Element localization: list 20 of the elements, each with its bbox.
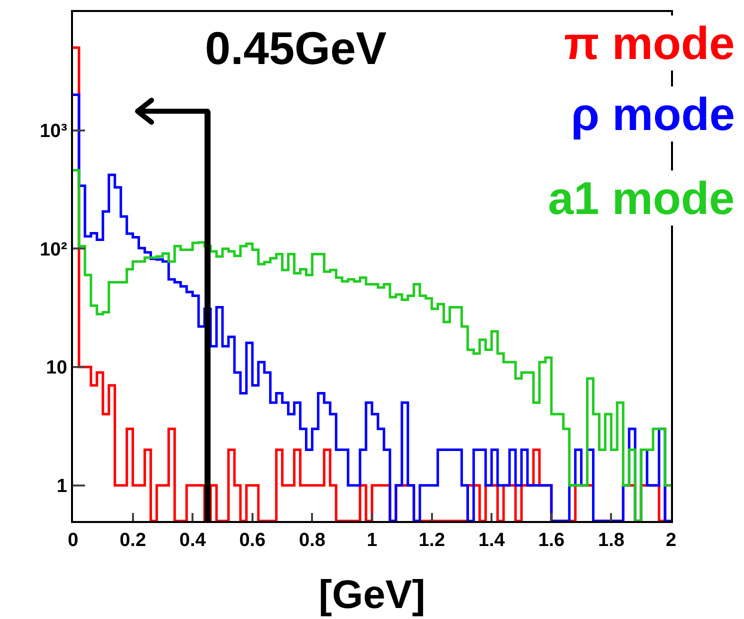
text: a1 mode: [548, 172, 735, 224]
x-tick-label: 1: [366, 530, 378, 551]
ref-line-label: 0.45GeV: [205, 22, 387, 74]
x-tick-label: 0: [68, 530, 78, 551]
text: π mode: [564, 17, 735, 69]
y-tick-label: 10²: [40, 239, 68, 260]
y-tick-label: 10: [46, 358, 68, 379]
x-tick-label: 0.4: [179, 530, 206, 551]
x-tick-label: 1.2: [418, 530, 446, 551]
x-tick-label: 2: [666, 530, 676, 551]
x-tick-label: 1.8: [598, 530, 624, 551]
x-tick-label: 1.6: [538, 530, 565, 551]
x-tick-label: 0.2: [120, 530, 146, 551]
y-tick-label: 1: [56, 476, 68, 498]
y-tick-label: 10³: [40, 120, 68, 142]
x-tick-label: 1.4: [478, 530, 506, 551]
text: ρ mode: [571, 88, 735, 140]
x-tick-label: 0.8: [298, 530, 326, 551]
x-tick-label: 0.6: [239, 530, 266, 551]
x-axis-title: [GeV]: [318, 572, 426, 617]
